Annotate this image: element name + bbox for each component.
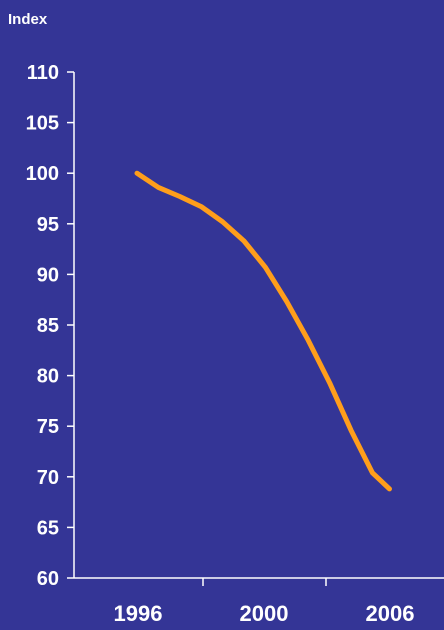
y-tick-label: 80: [37, 366, 59, 388]
y-tick-label: 65: [37, 517, 59, 539]
y-tick-label: 60: [37, 568, 59, 590]
y-tick-label: 110: [27, 62, 59, 84]
y-tick-label: 90: [37, 264, 59, 286]
y-tick-label: 105: [26, 113, 59, 135]
x-tick-label: 2006: [366, 601, 415, 626]
x-tick-label: 2000: [240, 601, 289, 626]
y-tick-label: 95: [37, 214, 59, 236]
x-tick-label: 1996: [114, 601, 163, 626]
y-axis-label: Index: [8, 11, 48, 28]
y-tick-label: 85: [37, 315, 59, 337]
y-tick-label: 75: [37, 416, 59, 438]
y-tick-label: 70: [37, 467, 59, 489]
y-tick-label: 100: [26, 163, 59, 185]
series-line: [134, 170, 392, 492]
